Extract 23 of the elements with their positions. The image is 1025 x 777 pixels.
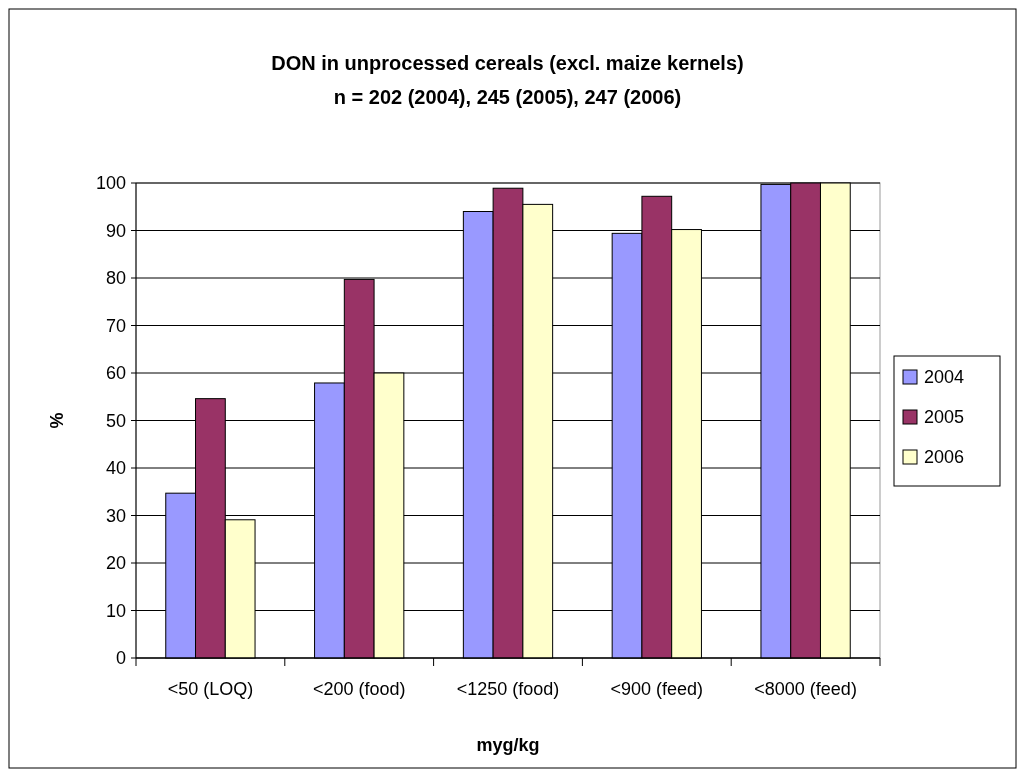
chart-subtitle: n = 202 (2004), 245 (2005), 247 (2006) xyxy=(333,86,682,108)
y-tick-label: 100 xyxy=(95,173,126,194)
legend-label: 2006 xyxy=(924,447,965,468)
y-tick-label: 50 xyxy=(105,410,126,431)
y-axis-title: % xyxy=(47,412,67,429)
y-tick-label: 0 xyxy=(115,648,126,669)
y-tick-label: 90 xyxy=(105,220,126,241)
y-tick-label: 30 xyxy=(105,505,126,526)
x-tick-label: <900 (feed) xyxy=(610,679,704,699)
legend-label: 2005 xyxy=(924,407,965,428)
y-tick-label: 60 xyxy=(105,363,126,384)
legend-label: 2004 xyxy=(924,367,965,388)
x-tick-label: <8000 (feed) xyxy=(754,679,857,699)
y-tick-label: 20 xyxy=(105,553,126,574)
y-tick-label: 80 xyxy=(105,268,126,289)
x-axis-title: myg/kg xyxy=(476,735,540,755)
chart-title: DON in unprocessed cereals (excl. maize kernels) xyxy=(271,52,744,74)
x-tick-label: <50 (LOQ) xyxy=(167,679,254,699)
y-tick-label: 10 xyxy=(105,600,126,621)
x-tick-label: <200 (food) xyxy=(312,679,406,699)
y-tick-label: 40 xyxy=(105,458,126,479)
y-tick-label: 70 xyxy=(105,315,126,336)
x-tick-label: <1250 (food) xyxy=(456,679,560,699)
